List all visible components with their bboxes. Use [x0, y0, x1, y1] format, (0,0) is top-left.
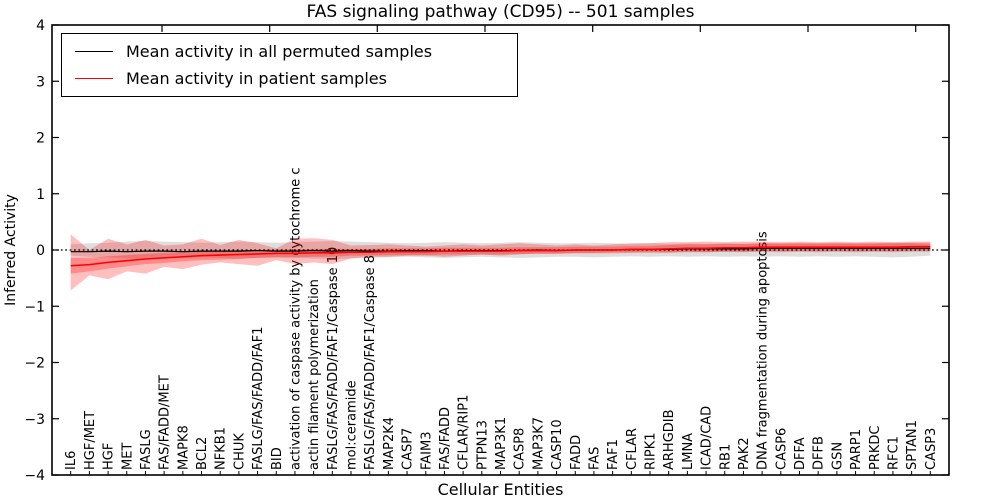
- x-tick-label: MET: [120, 443, 135, 470]
- x-tick-label: MAP3K1: [494, 417, 509, 470]
- x-tick-label: FAF1: [606, 439, 621, 470]
- x-tick-label: mol:ceramide: [345, 380, 360, 470]
- x-tick-label: DFFB: [812, 436, 827, 470]
- x-tick-label: actin filament polymerization: [307, 279, 322, 470]
- legend-label-patient: Mean activity in patient samples: [126, 69, 387, 88]
- y-tick-label: 1: [36, 187, 45, 203]
- x-tick-label: ARHGDIB: [662, 409, 677, 470]
- legend-item-permuted: Mean activity in all permuted samples: [62, 42, 517, 61]
- x-tick-label: FASLG/FAS/FADD/FAF1/Caspase 10: [326, 247, 341, 470]
- x-tick-label: HGF: [102, 443, 117, 470]
- x-tick-label: FASLG/FAS/FADD/FAF1/Caspase 8: [363, 255, 378, 470]
- legend-line-sample-red: [75, 78, 113, 79]
- x-tick-label: CASP10: [550, 419, 565, 470]
- x-tick-label: FAS/FADD: [438, 407, 453, 470]
- y-tick-label: 4: [36, 18, 45, 34]
- chart-title: FAS signaling pathway (CD95) -- 501 samp…: [306, 2, 695, 22]
- x-tick-label: LMNA: [681, 433, 696, 470]
- x-tick-label: PTPN13: [475, 420, 490, 470]
- x-tick-label: RIPK1: [644, 432, 659, 470]
- x-tick-label: SPTAN1: [905, 420, 920, 470]
- x-tick-label: BCL2: [195, 437, 210, 470]
- x-tick-label: FAS: [587, 447, 602, 470]
- x-tick-label: FAIM3: [419, 432, 434, 471]
- x-tick-label: NFKB1: [214, 427, 229, 470]
- x-tick-label: FASLG: [139, 429, 154, 470]
- x-tick-label: GSN: [830, 442, 845, 470]
- y-tick-label: 2: [36, 131, 45, 147]
- y-tick-label: 3: [36, 74, 45, 90]
- x-tick-label: CASP8: [513, 428, 528, 470]
- x-tick-label: CASP3: [924, 428, 939, 470]
- x-axis-label: Cellular Entities: [437, 480, 564, 499]
- series-line-patient-mean: [70, 245, 931, 267]
- x-tick-label: CFLAR: [625, 428, 640, 470]
- y-tick-label: −3: [24, 412, 45, 428]
- x-tick-label: MAP2K4: [382, 417, 397, 470]
- x-tick-label: DFFA: [793, 437, 808, 470]
- legend: Mean activity in all permuted samples Me…: [61, 33, 518, 97]
- x-tick-label: IL6: [64, 451, 79, 470]
- legend-line-sample-black: [75, 51, 113, 52]
- x-tick-label: FAS/FADD/MET: [158, 375, 173, 470]
- x-tick-label: CASP6: [774, 428, 789, 470]
- y-tick-label: 0: [36, 243, 45, 259]
- y-tick-label: −2: [24, 356, 45, 372]
- x-tick-label: PRKDC: [868, 426, 883, 470]
- y-tick-label: −4: [24, 468, 45, 484]
- x-tick-label: FASLG/FAS/FADD/FAF1: [251, 327, 266, 470]
- x-tick-label: PAK2: [737, 437, 752, 470]
- x-tick-label: CFLAR/RIP1: [457, 395, 472, 470]
- x-tick-label: RFC1: [886, 436, 901, 470]
- x-tick-label: ICAD/CAD: [700, 406, 715, 470]
- y-axis-label: Inferred Activity: [3, 194, 19, 306]
- x-tick-label: MAPK8: [176, 425, 191, 470]
- x-tick-label: FADD: [569, 435, 584, 470]
- x-tick-label: MAP3K7: [531, 417, 546, 470]
- x-tick-label: RB1: [718, 444, 733, 470]
- x-tick-label: activation of caspase activity by cytoch…: [288, 167, 303, 470]
- x-tick-label: BID: [270, 447, 285, 470]
- x-tick-label: CHUK: [232, 433, 247, 470]
- x-tick-label: HGF/MET: [83, 411, 98, 470]
- y-tick-label: −1: [24, 299, 45, 315]
- x-tick-label: DNA fragmentation during apoptosis: [756, 231, 771, 470]
- x-tick-label: PARP1: [849, 429, 864, 470]
- legend-label-permuted: Mean activity in all permuted samples: [126, 42, 433, 61]
- x-tick-label: CASP7: [401, 428, 416, 470]
- legend-item-patient: Mean activity in patient samples: [62, 69, 517, 88]
